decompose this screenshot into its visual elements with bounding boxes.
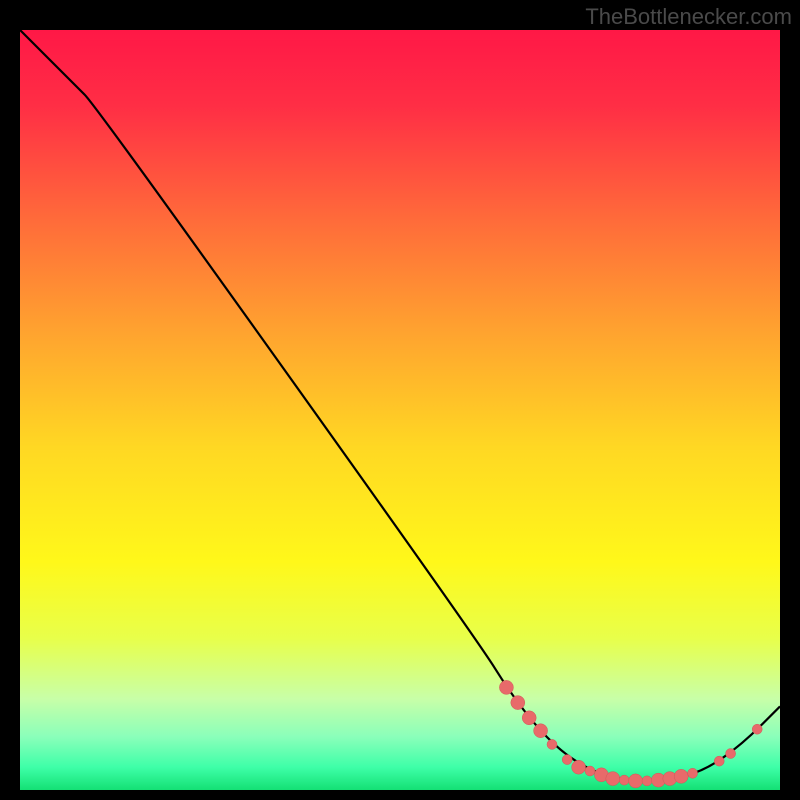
chart-background: [20, 30, 780, 790]
data-marker: [522, 711, 536, 725]
data-marker: [752, 724, 762, 734]
data-marker: [572, 760, 586, 774]
data-marker: [547, 739, 557, 749]
data-marker: [606, 772, 620, 786]
data-marker: [714, 756, 724, 766]
data-marker: [511, 696, 525, 710]
chart-svg: [20, 30, 780, 790]
data-marker: [726, 749, 736, 759]
data-marker: [642, 776, 652, 786]
data-marker: [562, 755, 572, 765]
data-marker: [674, 769, 688, 783]
watermark-text: TheBottlenecker.com: [585, 4, 792, 30]
data-marker: [585, 766, 595, 776]
data-marker: [534, 724, 548, 738]
data-marker: [499, 680, 513, 694]
data-marker: [688, 768, 698, 778]
data-marker: [629, 774, 643, 788]
bottleneck-chart: [20, 30, 780, 790]
data-marker: [619, 775, 629, 785]
